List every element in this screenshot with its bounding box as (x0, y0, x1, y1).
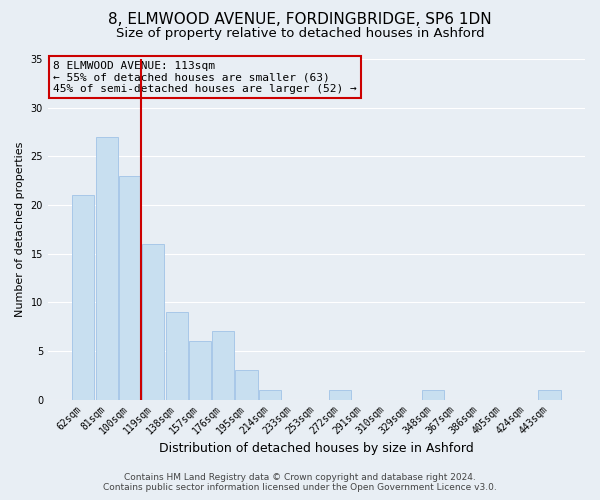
Bar (329, 390, 351, 400)
Bar (166, 312, 188, 400)
Bar (73, 195, 94, 400)
Bar (212, 332, 235, 400)
Bar (422, 390, 444, 400)
Text: Contains HM Land Registry data © Crown copyright and database right 2024.
Contai: Contains HM Land Registry data © Crown c… (103, 473, 497, 492)
Bar (538, 390, 560, 400)
Bar (142, 244, 164, 400)
Y-axis label: Number of detached properties: Number of detached properties (15, 142, 25, 317)
Bar (189, 341, 211, 400)
Text: 8 ELMWOOD AVENUE: 113sqm
← 55% of detached houses are smaller (63)
45% of semi-d: 8 ELMWOOD AVENUE: 113sqm ← 55% of detach… (53, 60, 357, 94)
Bar (119, 176, 141, 400)
Text: 8, ELMWOOD AVENUE, FORDINGBRIDGE, SP6 1DN: 8, ELMWOOD AVENUE, FORDINGBRIDGE, SP6 1D… (108, 12, 492, 28)
Bar (259, 390, 281, 400)
Bar (235, 370, 257, 400)
Bar (95, 137, 118, 400)
Text: Size of property relative to detached houses in Ashford: Size of property relative to detached ho… (116, 28, 484, 40)
X-axis label: Distribution of detached houses by size in Ashford: Distribution of detached houses by size … (159, 442, 474, 455)
